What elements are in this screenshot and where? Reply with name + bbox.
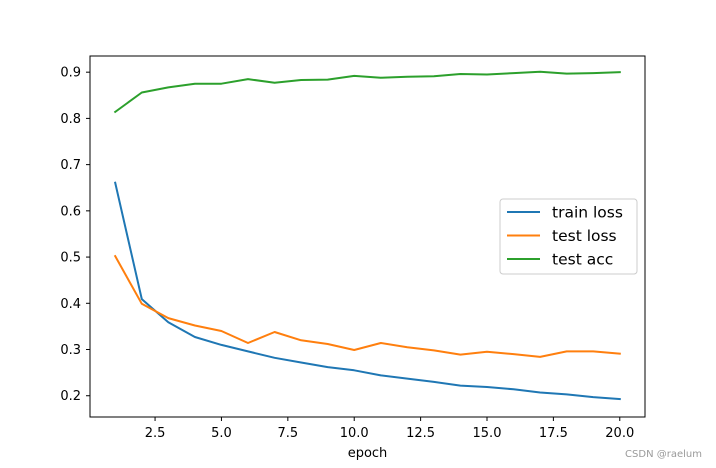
axes-frame: [89, 55, 646, 418]
y-tick-label: 0.6: [60, 204, 81, 219]
legend-frame: [499, 198, 638, 275]
y-tick-label: 0.7: [60, 158, 81, 173]
y-tick-label: 0.3: [60, 343, 81, 358]
series-line-train-loss: [114, 181, 621, 401]
legend-label-test-acc: test acc: [552, 251, 613, 269]
legend: train loss test loss test acc: [499, 198, 638, 275]
x-tick-label: 7.5: [277, 426, 298, 441]
series-line-test-loss: [113, 254, 621, 358]
x-tick-label: 17.5: [539, 426, 568, 441]
series-layer: [113, 70, 621, 401]
x-tick-label: 15.0: [473, 426, 502, 441]
axes-layer: 2.5 5.0 7.5 10.0 12.5 15.0 17.5 20.0 0.2 0.3 0.4 0.…: [60, 55, 646, 441]
y-tick-label: 0.4: [60, 297, 81, 312]
y-tick-label: 0.2: [60, 389, 81, 404]
x-tick-label: 12.5: [406, 426, 435, 441]
legend-label-test-loss: test loss: [552, 227, 617, 245]
x-axis-title: epoch: [348, 446, 388, 461]
watermark: CSDN @raelum: [625, 449, 702, 460]
x-tick-label: 5.0: [211, 426, 232, 441]
series-line-test-acc: [113, 70, 621, 114]
y-tick-label: 0.5: [60, 251, 81, 266]
x-tick-label: 20.0: [605, 426, 634, 441]
y-tick-label: 0.8: [60, 112, 81, 127]
x-tick-label: 10.0: [340, 426, 369, 441]
x-tick-label: 2.5: [145, 426, 166, 441]
legend-label-train-loss: train loss: [552, 204, 623, 222]
y-tick-label: 0.9: [60, 66, 81, 81]
